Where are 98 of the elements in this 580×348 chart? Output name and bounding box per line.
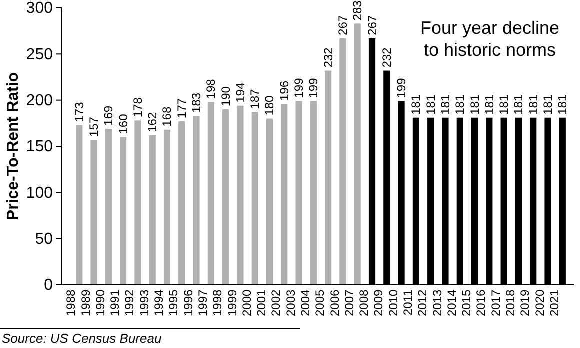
y-tick-label: 100 [26,184,54,202]
annotation: Four year decline to historic norms [420,18,560,60]
data-label: 283 [350,0,365,21]
x-tick-label: 2007 [342,289,356,317]
x-tick-label: 1996 [181,289,196,317]
bar [90,140,98,285]
data-label: 196 [277,80,292,102]
bar [354,24,361,285]
bar [222,110,230,285]
data-label: 173 [72,102,86,122]
bar [105,128,112,285]
bar [178,122,186,285]
data-label: 180 [262,95,277,116]
x-tick-label: 2009 [372,289,386,317]
x-tick-label: 2013 [430,289,444,317]
data-label: 267 [365,15,380,36]
bar [120,137,127,285]
data-label: 178 [130,97,145,118]
x-tick-label: 1992 [122,289,137,317]
x-tick-label: 2020 [532,289,547,317]
data-label: 187 [248,88,262,110]
bar [208,102,214,285]
data-label: 181 [526,94,540,115]
data-label: 181 [482,94,496,115]
x-tick-label: 2018 [504,289,518,317]
bar [281,104,288,285]
x-tick-label: 1988 [64,289,78,317]
x-tick-label: 1993 [137,289,152,317]
data-label: 232 [321,47,336,68]
y-tick-label: 200 [26,92,54,110]
x-tick-label: 2011 [400,289,415,316]
x-tick-label: 2003 [284,289,298,317]
x-tick-label: 2008 [357,289,372,317]
x-tick-label: 1990 [93,289,108,317]
bar [237,106,244,285]
x-tick-label: 2006 [328,289,342,317]
y-tick-label: 150 [26,138,54,156]
data-label: 181 [497,94,512,115]
y-tick-label: 300 [26,0,54,18]
x-tick-label: 2019 [518,289,532,317]
x-tick-label: 2000 [240,289,254,317]
data-label: 183 [190,92,204,114]
y-tick-label: 50 [35,230,54,248]
x-tick-label: 2010 [386,289,400,317]
x-tick-label: 1999 [225,289,240,317]
bar [252,112,258,285]
bar [296,101,302,285]
bar [325,70,332,285]
data-label: 181 [438,94,452,115]
x-tick-label: 2017 [488,289,503,317]
x-tick-label: 2016 [474,289,488,317]
x-tick-label: 2004 [298,289,312,317]
x-tick-label: 1989 [78,289,93,317]
x-tick-label: 2012 [416,289,430,317]
data-label: 190 [218,86,233,107]
y-tick-label: 250 [26,46,54,64]
x-tick-label: 2002 [269,289,284,317]
data-label: 181 [468,94,482,115]
x-tick-label: 1991 [108,289,122,317]
x-tick-label: 1998 [210,289,225,317]
bar [310,101,317,285]
x-tick-label: 1997 [196,289,210,317]
bar [76,125,83,285]
data-label: 194 [233,82,248,103]
data-label: 199 [306,78,321,98]
y-tick-label: 0 [44,277,54,294]
y-axis-title: Price-To-Rent Ratio [5,72,22,221]
data-label: 181 [409,94,424,115]
data-label: 157 [86,116,101,138]
x-tick-label: 1994 [152,289,166,317]
bar [164,130,171,285]
data-label: 169 [102,106,116,126]
data-label: 181 [512,94,526,115]
data-label: 267 [336,15,350,36]
data-label: 181 [424,94,438,115]
data-label: 177 [174,98,189,119]
data-label: 162 [146,112,160,132]
bar [149,135,156,285]
data-label: 199 [394,78,409,98]
bar [340,38,346,285]
x-tick-label: 1995 [166,289,181,317]
x-tick-label: 2001 [254,289,269,317]
data-label: 160 [116,114,130,134]
data-label: 198 [204,78,218,100]
source-note: Source: US Census Bureau [2,331,162,346]
data-label: 181 [541,94,556,115]
data-label: 199 [292,78,306,98]
bar [134,120,142,285]
data-label: 181 [453,94,468,115]
bar [193,116,200,285]
x-tick-label: 2014 [444,289,459,317]
x-tick-label: 2015 [460,289,474,317]
bar [266,118,274,285]
x-tick-label: 2021 [547,289,562,317]
data-label: 168 [160,106,174,127]
x-tick-label: 2005 [313,289,328,317]
data-label: 232 [380,47,394,68]
data-label: 181 [556,94,570,115]
